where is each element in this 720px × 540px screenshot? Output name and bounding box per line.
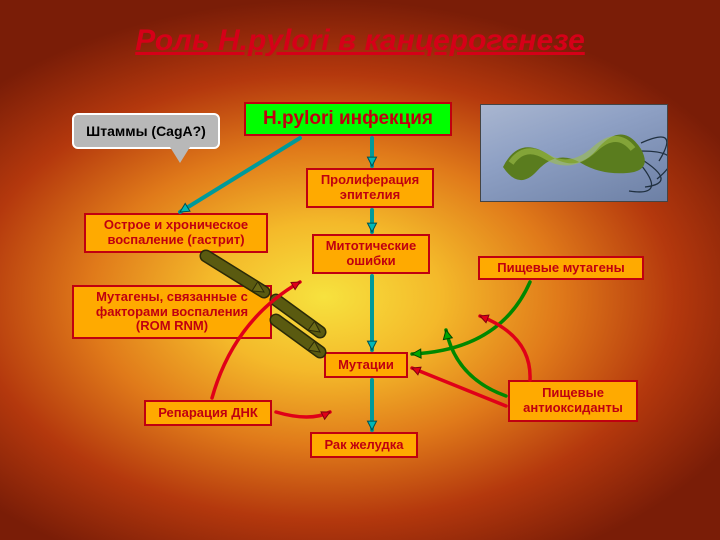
box-label: Пищевые антиоксиданты [514,386,632,416]
box-food-mutagens: Пищевые мутагены [478,256,644,280]
callout-strains: Штаммы (CagA?) [72,113,220,149]
box-label: Острое и хроническое воспаление (гастрит… [90,218,262,248]
box-proliferation: Пролиферация эпителия [306,168,434,208]
callout-label: Штаммы (CagA?) [86,123,206,139]
box-repair: Репарация ДНК [144,400,272,426]
page-title: Роль H.pylori в канцерогенезе [0,24,720,58]
hpylori-photo [480,104,668,202]
box-label: Репарация ДНК [158,406,258,421]
box-infection: H.pylori инфекция [244,102,452,136]
box-mutations: Мутации [324,352,408,378]
box-label: Пищевые мутагены [497,261,625,276]
box-antioxidants: Пищевые антиоксиданты [508,380,638,422]
box-label: Мутации [338,358,394,373]
bacterium-icon [481,105,668,202]
callout-tail [170,147,190,163]
box-rom: Мутагены, связанные с факторами воспален… [72,285,272,339]
box-inflammation: Острое и хроническое воспаление (гастрит… [84,213,268,253]
box-label: Митотические ошибки [318,239,424,269]
box-cancer: Рак желудка [310,432,418,458]
box-mitotic: Митотические ошибки [312,234,430,274]
box-label: Пролиферация эпителия [312,173,428,203]
box-label: Мутагены, связанные с факторами воспален… [78,290,266,335]
box-label: H.pylori инфекция [263,108,433,130]
box-label: Рак желудка [324,438,403,453]
